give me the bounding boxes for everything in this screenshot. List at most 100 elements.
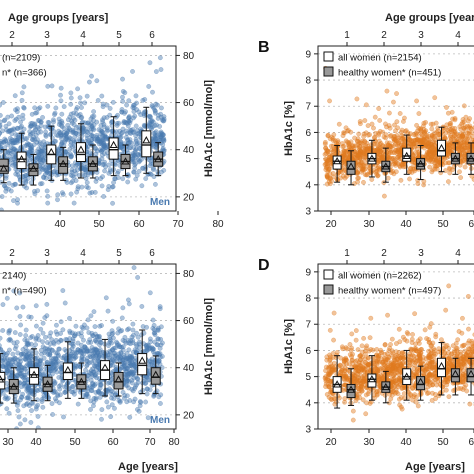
data-point [137, 140, 142, 146]
data-point [63, 137, 69, 143]
data-point [79, 105, 84, 110]
data-point [119, 315, 125, 321]
data-point [3, 188, 9, 194]
data-point [435, 128, 441, 134]
data-point [322, 139, 328, 145]
data-point [40, 404, 46, 410]
box-healthy [58, 146, 69, 181]
data-point [93, 179, 99, 184]
top-tick-label: 2 [9, 30, 15, 41]
y-tick-label: 3 [305, 207, 311, 218]
data-point [137, 158, 143, 164]
data-point [356, 149, 362, 155]
data-point [14, 403, 20, 408]
data-point [147, 171, 153, 177]
box-body [402, 147, 412, 162]
data-point [457, 143, 463, 149]
data-point [100, 174, 105, 180]
box-body [28, 163, 39, 177]
data-point [119, 344, 125, 350]
data-point [15, 126, 21, 131]
data-point [130, 349, 136, 355]
box-mean-marker [0, 164, 8, 172]
data-point [6, 364, 12, 370]
data-point [92, 189, 98, 195]
data-point [15, 132, 21, 138]
data-point [28, 146, 34, 152]
data-point [131, 265, 137, 271]
data-point [161, 167, 167, 173]
data-point [135, 152, 141, 157]
data-point [28, 341, 34, 347]
data-point [5, 129, 11, 135]
data-point [151, 138, 157, 143]
box-healthy [153, 142, 164, 177]
data-point [430, 156, 436, 162]
data-point [132, 363, 137, 369]
data-point [15, 172, 21, 178]
data-point [33, 303, 39, 309]
data-point [73, 323, 79, 329]
data-point [60, 191, 66, 197]
data-point [97, 347, 103, 352]
data-point [1, 139, 7, 145]
data-point [143, 109, 149, 115]
data-point [452, 117, 458, 123]
data-point [46, 363, 51, 369]
data-point [22, 136, 28, 142]
data-point [75, 340, 81, 346]
data-point [0, 112, 3, 118]
data-point [340, 141, 345, 146]
data-point [122, 357, 128, 363]
y-tick-label: 80 [183, 269, 195, 280]
data-point [398, 135, 404, 141]
data-point [62, 347, 68, 352]
data-point [98, 123, 104, 128]
data-point [374, 142, 380, 148]
plot-frame [0, 45, 177, 212]
data-point [12, 93, 18, 99]
data-point [109, 392, 115, 397]
data-point [129, 354, 135, 359]
data-point [142, 97, 148, 102]
box-body [150, 367, 161, 385]
y-tick-label: 40 [183, 363, 195, 374]
y-tick-label: 8 [305, 76, 311, 87]
data-point [10, 149, 15, 155]
data-point [461, 103, 467, 109]
data-point [376, 167, 382, 173]
data-point [396, 140, 402, 145]
x-tick-label: 30 [2, 437, 14, 448]
data-point [357, 143, 363, 149]
data-point [37, 164, 43, 170]
data-point [44, 301, 50, 307]
data-point [397, 402, 403, 408]
data-point [120, 76, 125, 82]
box-all [141, 106, 152, 174]
data-point [458, 126, 464, 132]
data-point [354, 96, 360, 102]
legend-label: all women (n=2154) [338, 53, 422, 64]
data-point [72, 117, 78, 123]
data-point [137, 339, 142, 345]
data-point [129, 377, 135, 383]
data-point [11, 198, 16, 204]
box-body [141, 130, 152, 158]
data-point [407, 176, 412, 182]
data-point [467, 123, 473, 129]
data-point [0, 302, 6, 307]
data-point [25, 401, 30, 406]
x-tick-label: 60 [468, 219, 474, 230]
data-point [353, 328, 359, 333]
data-point [335, 138, 341, 144]
data-point [372, 114, 378, 120]
data-point [12, 330, 18, 335]
panel-letter: B [258, 39, 270, 56]
data-point [402, 129, 408, 134]
data-point [7, 327, 13, 333]
data-point [467, 401, 473, 407]
data-point [99, 138, 105, 144]
data-point [147, 113, 153, 119]
scatter-points [322, 283, 474, 423]
data-point [335, 142, 341, 148]
